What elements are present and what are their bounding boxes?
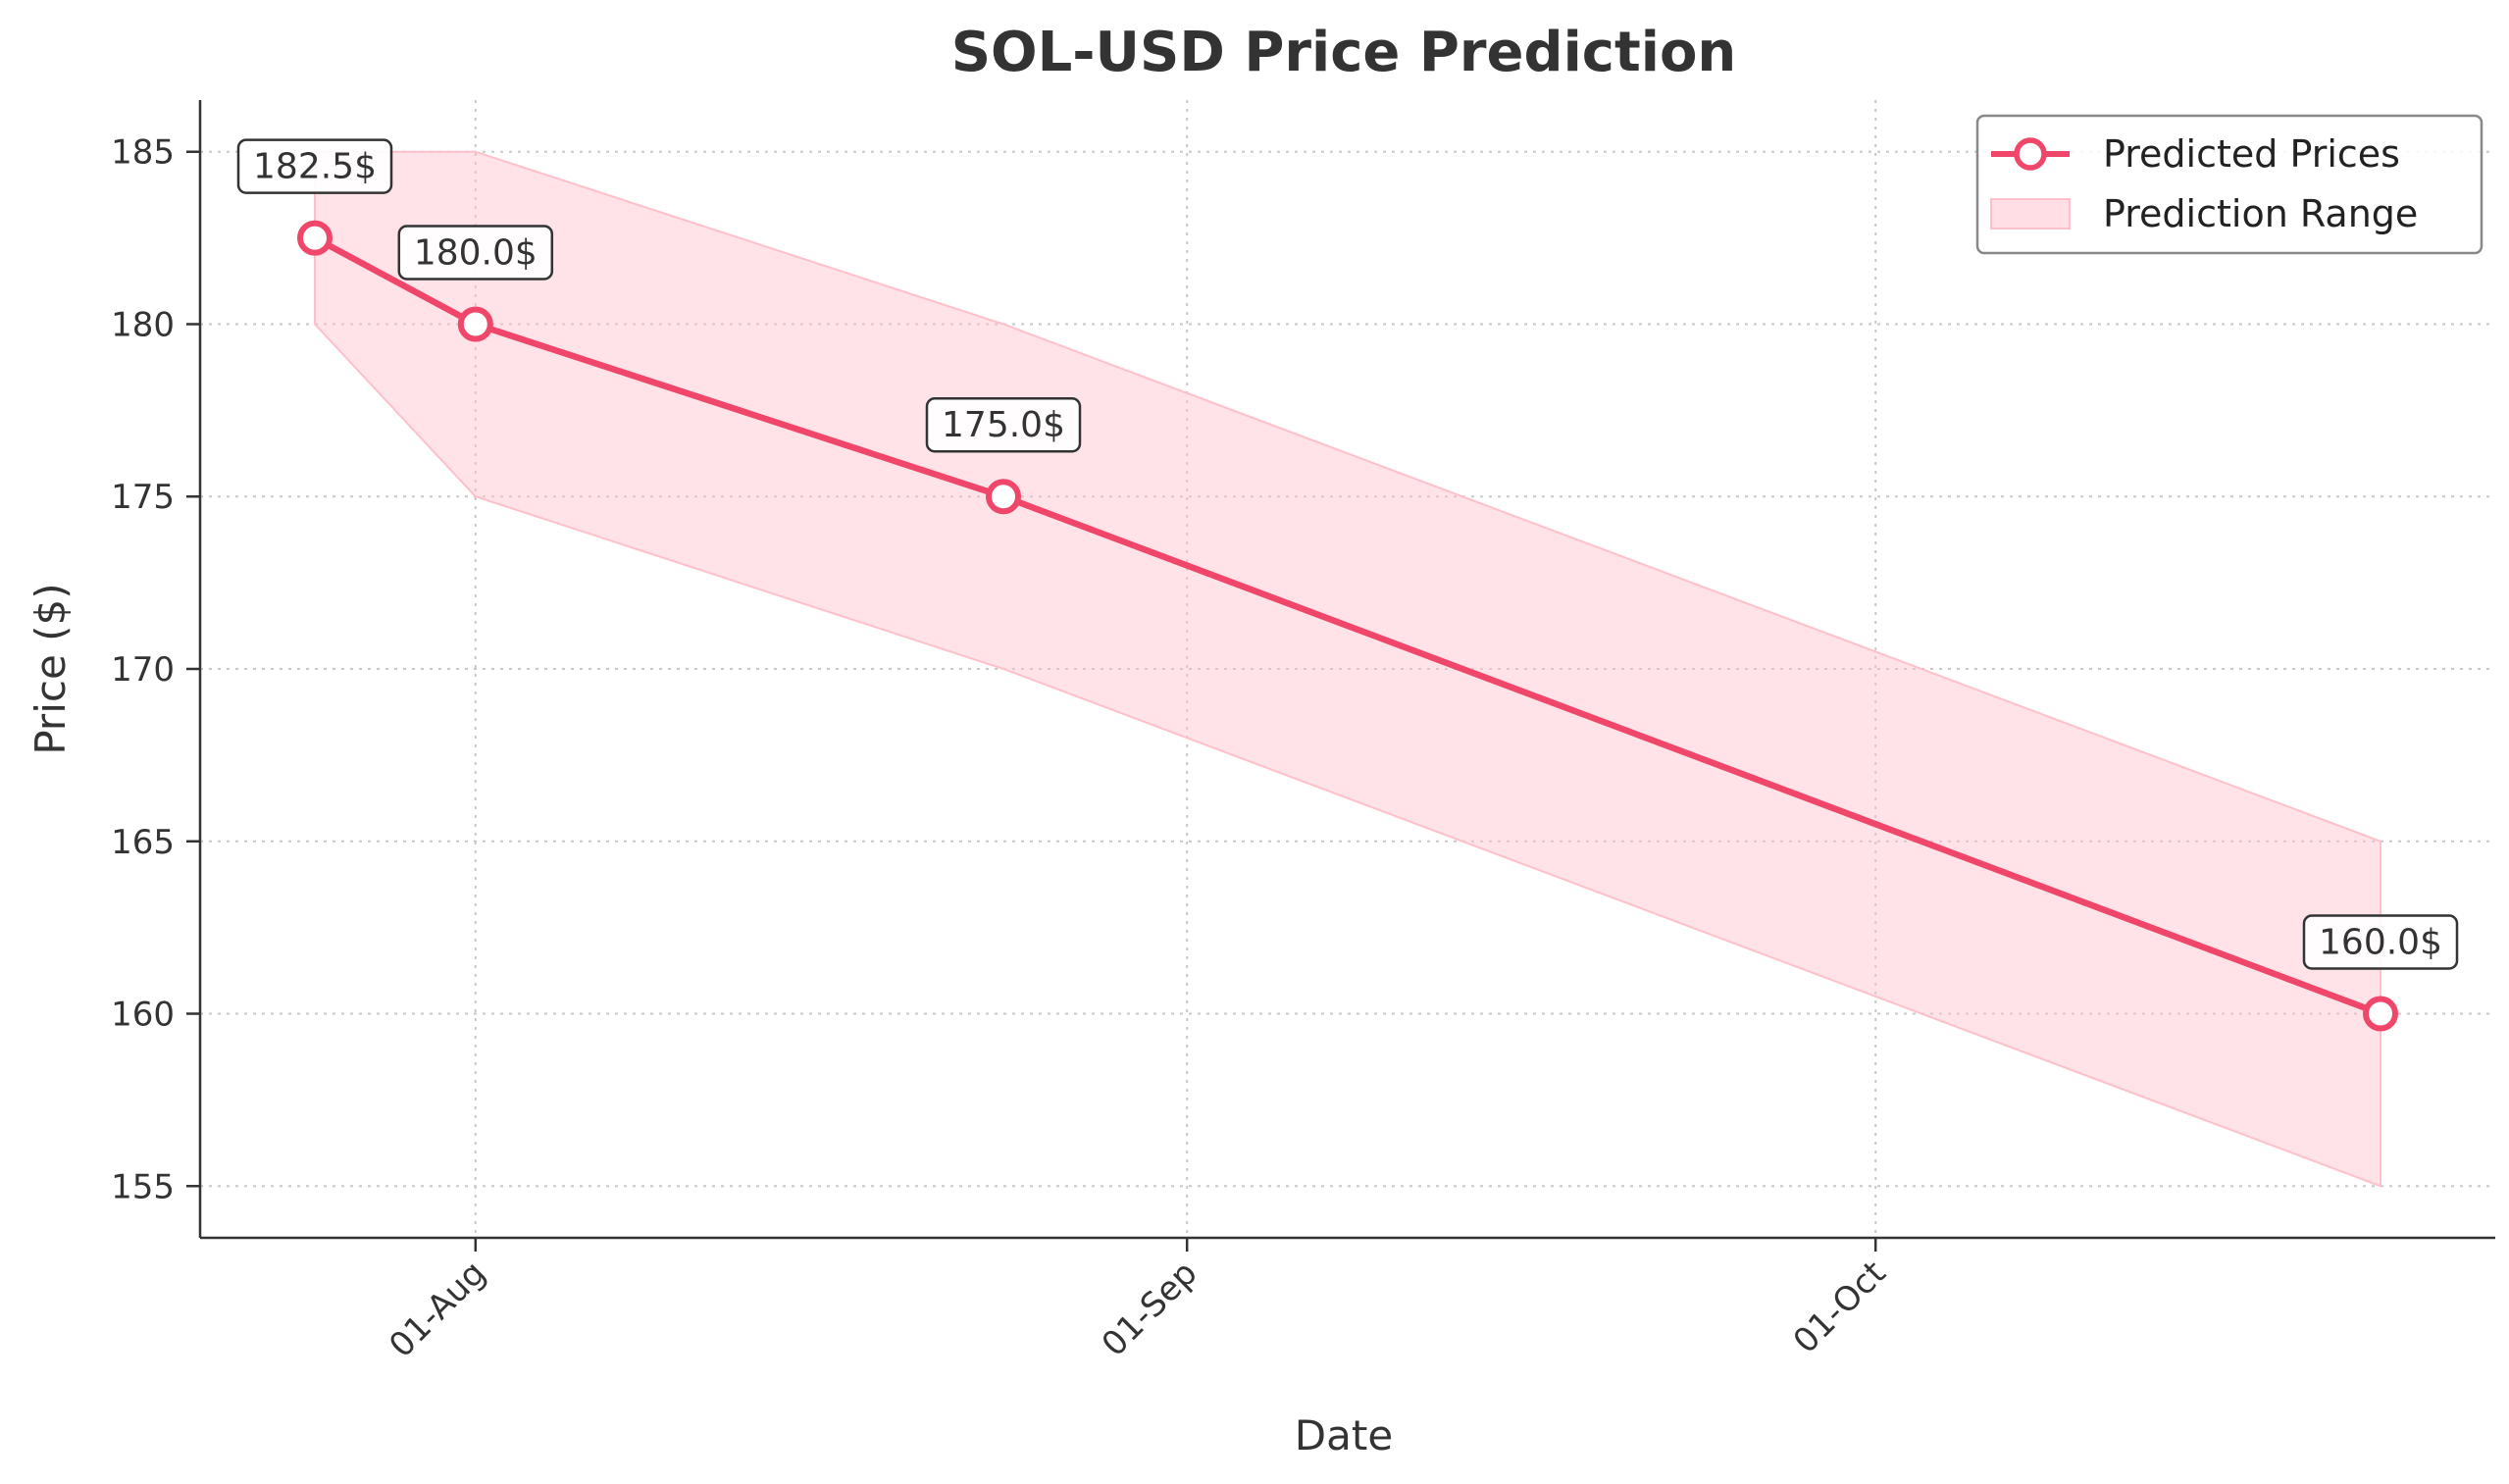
- y-tick-label: 155: [111, 1167, 175, 1206]
- x-tick-label: 01-Oct: [1786, 1254, 1894, 1361]
- predicted-prices-series: [297, 220, 2398, 1032]
- data-label-box: [397, 225, 554, 281]
- y-tick-label: 180: [111, 305, 175, 344]
- x-axis-label: Date: [1295, 1411, 1393, 1459]
- predicted-prices-line: [311, 234, 2384, 1017]
- data-label-text: 182.5$: [253, 147, 377, 187]
- legend: Predicted Prices Prediction Range: [1975, 114, 2483, 255]
- prediction-range-band: [314, 150, 2381, 1188]
- legend-frame: [1975, 114, 2483, 255]
- y-tick-label: 175: [111, 478, 175, 517]
- data-label-box: [236, 138, 393, 194]
- legend-item-prediction-range: Prediction Range: [2103, 192, 2418, 235]
- data-annotations: 182.5$ 180.0$ 175.0$ 160.0$: [236, 138, 2459, 970]
- data-label-box: [925, 396, 1082, 453]
- x-tick-label: 01-Aug: [382, 1254, 493, 1365]
- data-label-box: [2302, 914, 2459, 970]
- y-axis-label: Price ($): [26, 583, 75, 754]
- data-label: 180.0$: [397, 225, 554, 281]
- data-label-text: 180.0$: [414, 232, 538, 273]
- data-point: [297, 220, 333, 256]
- data-label-text: 175.0$: [942, 405, 1065, 445]
- data-point: [457, 306, 493, 342]
- data-label-text: 160.0$: [2319, 923, 2442, 963]
- chart-title: SOL-USD Price Prediction: [951, 21, 1737, 84]
- data-label: 182.5$: [236, 138, 393, 194]
- x-tick-label: 01-Sep: [1095, 1254, 1205, 1364]
- data-label: 160.0$: [2302, 914, 2459, 970]
- y-tick-label: 170: [111, 650, 175, 690]
- y-tick-label: 160: [111, 996, 175, 1035]
- y-tick-label: 165: [111, 823, 175, 862]
- legend-point-marker: [2014, 137, 2047, 171]
- legend-range-swatch: [1990, 198, 2071, 230]
- prediction-range-area: [314, 150, 2381, 1188]
- data-point: [986, 479, 1021, 515]
- data-label: 175.0$: [925, 396, 1082, 453]
- data-point: [2363, 996, 2398, 1032]
- legend-item-predicted-prices: Predicted Prices: [2103, 132, 2400, 176]
- grid: [200, 100, 2495, 1238]
- y-tick-label: 185: [111, 133, 175, 173]
